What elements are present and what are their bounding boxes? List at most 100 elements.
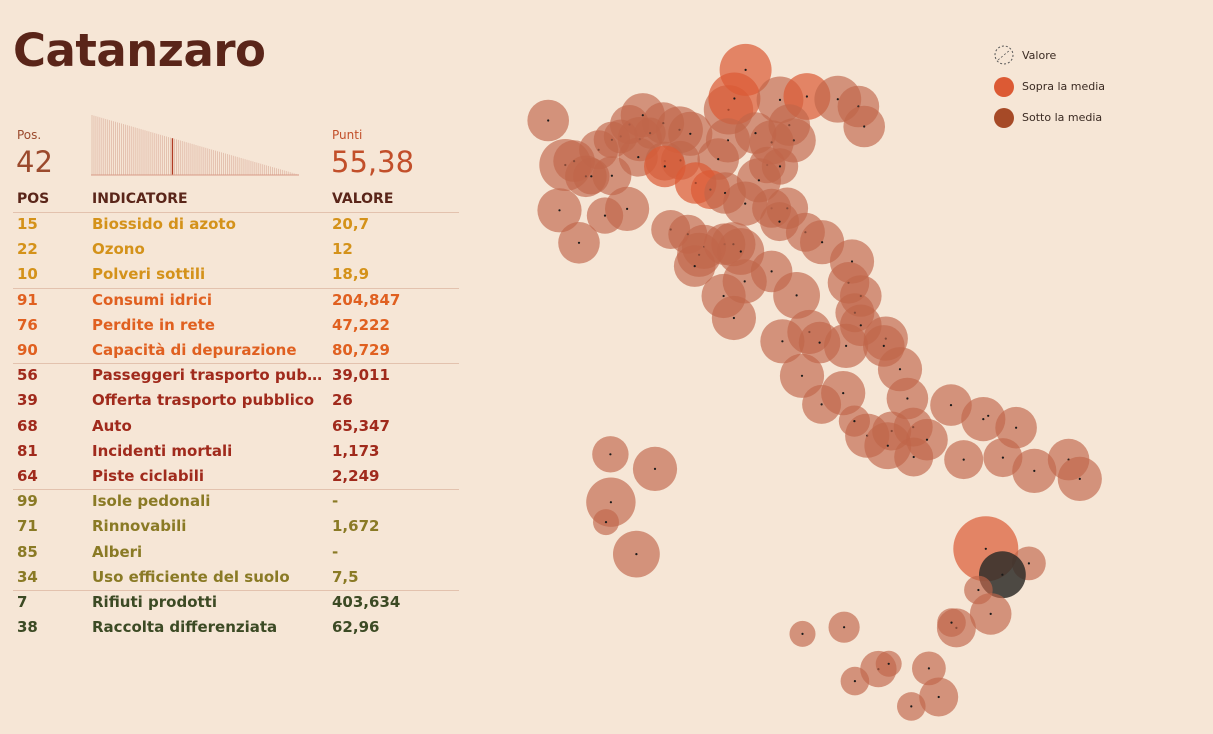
city-dot (898, 368, 902, 371)
row-value: 1,173 (332, 441, 380, 460)
table-row: 76 Perdite in rete 47,222 (0, 313, 460, 338)
table-row: 90 Capacità di depurazione 80,729 (0, 338, 460, 363)
city-dot (853, 680, 857, 683)
city-dot (663, 165, 666, 168)
row-value: 26 (332, 391, 353, 410)
city-dot (1015, 426, 1018, 429)
city-bubble[interactable] (613, 530, 660, 578)
city-dot (800, 374, 804, 377)
city-dot (853, 420, 856, 423)
city-bubble[interactable] (1012, 448, 1057, 493)
city-dot (910, 705, 913, 708)
city-bubble[interactable] (760, 319, 805, 364)
city-bubble[interactable] (593, 509, 619, 536)
city-bubble[interactable] (919, 677, 959, 717)
city-bubble[interactable] (930, 384, 972, 426)
city-bubble[interactable] (789, 620, 816, 647)
table-row: 64 Piste ciclabili 2,249 (0, 464, 460, 489)
city-bubble[interactable] (573, 158, 610, 195)
city-bubble[interactable] (605, 186, 650, 231)
row-pos: 71 (17, 517, 38, 536)
city-bubble[interactable] (537, 188, 582, 233)
city-bubble[interactable] (828, 611, 860, 643)
city-bubble[interactable] (838, 405, 871, 437)
table-row: 15 Biossido di azoto 20,7 (0, 212, 460, 237)
city-bubble[interactable] (843, 105, 885, 148)
city-bubble[interactable] (673, 245, 716, 287)
row-pos: 81 (17, 441, 38, 460)
city-dot (850, 260, 854, 263)
city-bubble[interactable] (711, 295, 757, 341)
city-bubble[interactable] (912, 651, 946, 686)
row-pos: 38 (17, 618, 38, 637)
city-dot (635, 553, 638, 556)
row-pos: 68 (17, 416, 38, 435)
city-bubble[interactable] (821, 371, 866, 416)
table-row: 22 Ozono 12 (0, 237, 460, 262)
row-pos: 15 (17, 215, 38, 233)
city-dot (962, 458, 965, 461)
row-pos: 22 (17, 240, 38, 259)
city-bubble[interactable] (824, 323, 869, 368)
city-dot (982, 418, 985, 421)
city-dot (845, 344, 848, 347)
below-mean-circle-icon (994, 108, 1014, 128)
row-value: 12 (332, 240, 353, 259)
city-dot (577, 241, 581, 244)
city-dot (977, 588, 980, 592)
value-column-header: VALORE (332, 191, 394, 207)
city-dot (801, 632, 804, 636)
city-bubble[interactable] (995, 406, 1037, 449)
city-dot (653, 467, 657, 470)
city-dot (1033, 469, 1036, 472)
city-dot (778, 165, 782, 168)
score-value: 55,38 (331, 145, 415, 179)
city-dot (637, 156, 640, 159)
city-dot (836, 98, 839, 101)
city-dot (604, 521, 608, 524)
city-dot (778, 220, 781, 223)
city-bubble[interactable] (592, 436, 629, 473)
city-bubble[interactable] (961, 397, 1006, 442)
row-value: 204,847 (332, 290, 401, 309)
city-dot (609, 453, 612, 456)
row-value: 1,672 (332, 517, 380, 536)
city-bubble[interactable] (644, 145, 686, 188)
city-bubble[interactable] (906, 418, 948, 461)
city-dot (1078, 477, 1081, 480)
city-dot (547, 119, 550, 122)
city-bubble[interactable] (632, 446, 678, 491)
city-bubble[interactable] (1057, 456, 1102, 501)
city-dot (820, 403, 823, 406)
city-bubble[interactable] (779, 353, 825, 398)
row-value: 7,5 (332, 567, 359, 586)
row-pos: 56 (17, 366, 38, 385)
city-bubble[interactable] (875, 650, 902, 677)
city-dot (949, 404, 953, 407)
table-row: 99 Isole pedonali - (0, 489, 460, 514)
city-bubble[interactable] (558, 222, 600, 264)
city-dot (743, 280, 746, 283)
row-pos: 99 (17, 492, 38, 511)
city-bubble[interactable] (944, 440, 984, 480)
city-dot (733, 97, 736, 100)
city-dot (1027, 562, 1030, 565)
row-value: 20,7 (332, 215, 370, 233)
legend-label-below: Sotto la media (1022, 111, 1103, 124)
city-bubble[interactable] (897, 692, 926, 721)
city-dot (717, 158, 720, 161)
city-bubble[interactable] (937, 608, 966, 637)
row-pos: 39 (17, 391, 38, 410)
legend-label-value: Valore (1022, 49, 1057, 62)
city-dot (626, 207, 629, 210)
group-separator (13, 363, 459, 365)
city-bubble[interactable] (773, 272, 820, 319)
city-bubble[interactable] (527, 99, 569, 142)
city-bubble[interactable] (708, 72, 761, 125)
table-row: 91 Consumi idrici 204,847 (0, 288, 460, 313)
table-row: 85 Alberi - (0, 540, 460, 565)
city-bubble[interactable] (969, 593, 1012, 635)
city-bubble[interactable] (987, 414, 990, 417)
table-row: 56 Passeggeri trasporto pubb... 39,011 (0, 363, 460, 388)
